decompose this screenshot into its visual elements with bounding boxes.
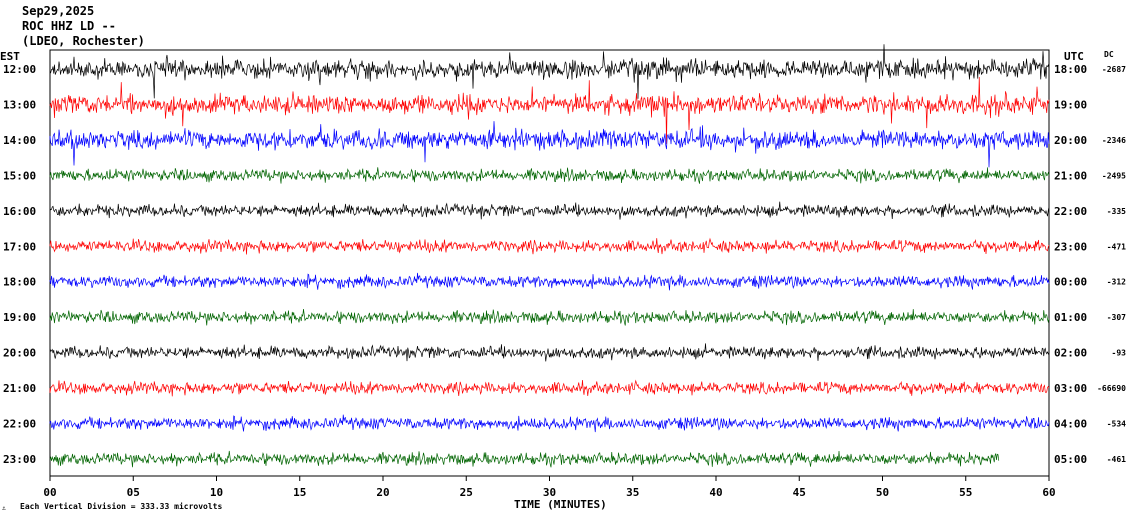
trace-row-1400 <box>49 121 1050 168</box>
trace-row-1600 <box>49 201 1050 220</box>
est-label-1900: 19:00 <box>3 311 36 324</box>
x-axis-ticks: 00 05 10 15 20 25 30 35 40 45 50 55 60 <box>43 476 1056 499</box>
est-label-1400: 14:00 <box>3 134 36 147</box>
header-station: ROC HHZ LD -- <box>22 19 116 33</box>
trace-row-2000 <box>49 343 1050 362</box>
x-tick-label-25: 25 <box>460 486 473 499</box>
utc-label-2200: 22:00 <box>1054 205 1087 218</box>
trace-row-1700 <box>49 237 1050 255</box>
x-tick-label-20: 20 <box>376 486 389 499</box>
est-label-1800: 18:00 <box>3 276 36 289</box>
x-tick-label-00: 00 <box>43 486 56 499</box>
utc-hour-labels: 18:00 19:00 20:00 21:00 22:00 23:00 00:00 01:00… <box>1054 63 1087 466</box>
trace-row-1300 <box>49 76 1050 145</box>
est-label-1200: 12:00 <box>3 63 36 76</box>
utc-label-0200: 02:00 <box>1054 347 1087 360</box>
utc-label-1900: 19:00 <box>1054 98 1087 111</box>
scale-note: Each Vertical Division = 333.33 microvol… <box>20 501 222 511</box>
utc-label-2100: 21:00 <box>1054 169 1087 182</box>
x-tick-label-40: 40 <box>709 486 722 499</box>
dc-value-9: -66690 <box>1097 384 1126 393</box>
x-tick-label-50: 50 <box>876 486 889 499</box>
dc-value-2: -2346 <box>1102 136 1126 145</box>
x-tick-label-10: 10 <box>210 486 223 499</box>
trace-row-1200 <box>49 44 1050 99</box>
est-label-2000: 20:00 <box>3 347 36 360</box>
utc-label-1800: 18:00 <box>1054 63 1087 76</box>
est-label-1700: 17:00 <box>3 240 36 253</box>
trace-row-2300 <box>49 450 1000 468</box>
dc-column-label: DC <box>1104 50 1114 59</box>
trace-row-1800 <box>49 272 1050 291</box>
dc-value-0: -2687 <box>1102 65 1126 74</box>
est-label-2200: 22:00 <box>3 418 36 431</box>
trace-row-1500 <box>49 167 1050 184</box>
utc-label-0000: 00:00 <box>1054 276 1087 289</box>
seismogram-traces <box>49 44 1050 468</box>
x-tick-label-35: 35 <box>626 486 639 499</box>
utc-label-0400: 04:00 <box>1054 418 1087 431</box>
x-tick-label-55: 55 <box>959 486 972 499</box>
x-axis-label: TIME (MINUTES) <box>514 498 607 511</box>
dc-value-5: -471 <box>1107 242 1126 251</box>
trace-row-2100 <box>49 379 1050 397</box>
est-label-2100: 21:00 <box>3 382 36 395</box>
utc-label-2300: 23:00 <box>1054 240 1087 253</box>
utc-label-2000: 20:00 <box>1054 134 1087 147</box>
dc-offset-values: -2687 -2346 -2495 -335 -471 -312 -307 -93 -66690… <box>1097 65 1126 464</box>
utc-zone-label: UTC <box>1064 50 1084 63</box>
x-tick-label-30: 30 <box>543 486 556 499</box>
header-date: Sep29,2025 <box>22 4 95 18</box>
dc-value-7: -307 <box>1107 313 1126 322</box>
utc-label-0300: 03:00 <box>1054 382 1087 395</box>
utc-label-0500: 05:00 <box>1054 453 1087 466</box>
trace-row-1900 <box>49 309 1050 326</box>
dc-value-3: -2495 <box>1102 171 1126 180</box>
est-label-1300: 13:00 <box>3 98 36 111</box>
plot-frame <box>49 49 1050 477</box>
utc-label-0100: 01:00 <box>1054 311 1087 324</box>
est-label-1600: 16:00 <box>3 205 36 218</box>
lamont-logo-icon: ⚓ <box>2 505 6 512</box>
x-tick-label-15: 15 <box>293 486 306 499</box>
trace-row-2200 <box>49 414 1050 433</box>
dc-value-10: -534 <box>1107 420 1126 429</box>
x-tick-label-45: 45 <box>793 486 806 499</box>
est-hour-labels: 12:00 13:00 14:00 15:00 16:00 17:00 18:00 19:00… <box>3 63 36 466</box>
dc-value-6: -312 <box>1107 278 1126 287</box>
est-label-2300: 23:00 <box>3 453 36 466</box>
header-location: (LDEO, Rochester) <box>22 34 145 48</box>
est-label-1500: 15:00 <box>3 169 36 182</box>
x-tick-label-60: 60 <box>1042 486 1055 499</box>
est-zone-label: EST <box>0 50 20 63</box>
dc-value-8: -93 <box>1112 349 1127 358</box>
dc-value-4: -335 <box>1107 207 1126 216</box>
x-tick-label-05: 05 <box>127 486 140 499</box>
dc-value-11: -461 <box>1107 455 1126 464</box>
